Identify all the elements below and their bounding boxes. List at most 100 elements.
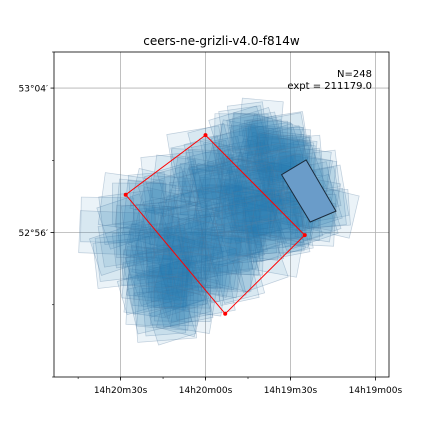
exposure-footprint: [176, 207, 244, 267]
exposure-footprint: [141, 285, 187, 337]
exposure-footprint: [185, 228, 243, 290]
highlighted-footprint: [280, 159, 337, 223]
exposure-footprint: [220, 192, 272, 245]
exposure-footprint: [153, 254, 212, 309]
exposure-footprint: [88, 220, 157, 276]
count-annotation: N=248: [337, 69, 372, 80]
exposure-footprint: [243, 121, 299, 180]
exposure-footprint: [142, 192, 196, 255]
exposure-footprint: [233, 218, 278, 257]
exposure-footprint: [211, 254, 260, 306]
exposure-footprint: [220, 157, 283, 197]
x-tick-label: 14h20m00s: [179, 386, 233, 396]
chart-title: ceers-ne-grizli-v4.0-f814w: [143, 34, 300, 48]
exposure-footprint: [225, 174, 292, 242]
exposure-footprint: [226, 111, 281, 152]
exposure-footprint: [208, 105, 271, 168]
exposure-footprint: [159, 279, 212, 324]
exposure-footprint: [185, 246, 224, 289]
exposure-footprint: [217, 185, 276, 225]
exposure-footprint: [228, 224, 282, 261]
exposure-footprint: [153, 221, 211, 280]
exposure-footprint: [156, 194, 214, 248]
exposure-footprint: [165, 244, 210, 280]
exposure-footprint: [121, 246, 187, 305]
exposure-footprint: [232, 156, 292, 215]
y-tick-label: 53°04′: [19, 85, 48, 95]
exposure-footprint: [214, 255, 266, 304]
exposure-footprint: [240, 193, 283, 241]
exposure-footprint: [78, 210, 141, 256]
exposure-footprint: [136, 256, 203, 318]
exposure-footprint: [226, 112, 269, 164]
exposure-footprint: [127, 171, 168, 207]
exposure-footprint: [116, 265, 181, 316]
exposure-footprint: [133, 186, 179, 240]
exposure-footprint: [228, 165, 274, 212]
exposure-footprint: [253, 128, 311, 176]
exposure-footprint: [123, 268, 176, 319]
exposure-footprint: [204, 183, 254, 230]
exposure-footprint: [210, 177, 266, 220]
exposure-footprint: [204, 230, 263, 293]
axis-ticks: [50, 51, 376, 381]
exposure-footprint: [155, 285, 206, 338]
exposure-footprint: [140, 151, 199, 211]
exposure-footprint: [150, 270, 200, 327]
exposure-footprint: [201, 234, 243, 291]
exposure-footprint: [240, 185, 299, 244]
exposure-footprint: [195, 176, 248, 233]
exposure-footprint: [177, 163, 223, 201]
exposure-footprint: [219, 164, 287, 230]
exposure-footprint: [151, 233, 205, 282]
exposure-footprint: [226, 194, 274, 237]
exposure-footprint: [179, 168, 223, 218]
exposure-footprint: [211, 154, 275, 211]
exposure-footprint: [188, 146, 243, 208]
exposure-footprint: [232, 184, 277, 233]
exposure-footprint: [224, 141, 272, 181]
exposure-footprint: [175, 217, 226, 274]
exposure-footprint: [192, 188, 257, 230]
exposure-footprint: [162, 227, 216, 262]
exposure-footprint: [200, 210, 264, 266]
exposure-footprint: [226, 101, 270, 158]
exposure-footprint: [124, 238, 197, 307]
exposure-footprint: [111, 226, 173, 269]
exposure-footprint: [230, 198, 273, 234]
exposure-footprint: [200, 248, 247, 304]
exposure-footprint: [246, 125, 305, 173]
exposure-footprint: [170, 198, 221, 256]
exposure-footprint: [243, 206, 305, 256]
exposure-footprint: [222, 190, 280, 245]
exposure-footprint: [154, 236, 218, 292]
exposure-footprint: [147, 266, 189, 308]
exposure-footprint: [156, 160, 207, 211]
exposure-footprint: [168, 178, 219, 221]
x-tick-label: 14h19m30s: [264, 386, 318, 396]
exposure-footprint: [125, 274, 182, 328]
exposure-footprint: [196, 228, 253, 276]
exposure-footprint: [240, 119, 288, 168]
exposure-footprint: [92, 236, 156, 289]
outline-vertices: [123, 133, 307, 316]
exposure-footprint: [245, 119, 289, 152]
exposure-footprint: [158, 255, 209, 311]
exposure-footprint: [173, 236, 238, 298]
exposure-footprint: [220, 179, 285, 237]
exposure-footprint: [121, 249, 175, 289]
exposure-footprint: [166, 229, 224, 290]
exposure-footprint: [153, 253, 198, 300]
exposure-footprint: [170, 138, 223, 196]
outline-vertex-point: [123, 192, 128, 197]
exposure-footprint: [166, 125, 227, 179]
exposure-footprint: [228, 115, 285, 162]
outline-vertex-point: [223, 311, 228, 316]
outline-vertex-point: [302, 233, 307, 238]
exposure-footprint: [187, 225, 250, 280]
exposure-footprint: [198, 200, 262, 258]
outline-vertex-point: [203, 133, 208, 138]
exposure-footprint: [246, 214, 311, 263]
exposure-footprint: [231, 244, 289, 294]
